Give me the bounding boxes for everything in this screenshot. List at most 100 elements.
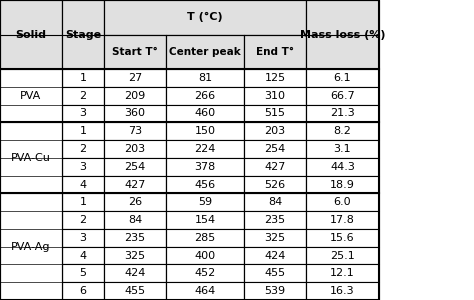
Text: 3.1: 3.1	[334, 144, 351, 154]
Bar	[0, 194, 62, 300]
Text: 6.0: 6.0	[334, 197, 351, 207]
Bar	[244, 265, 306, 282]
Text: Stage: Stage	[65, 29, 101, 40]
Bar	[104, 282, 166, 300]
Bar	[166, 158, 244, 176]
Text: 15.6: 15.6	[330, 233, 355, 243]
Text: 254: 254	[264, 144, 285, 154]
Bar	[62, 211, 104, 229]
Text: 27: 27	[128, 73, 142, 83]
Text: 2: 2	[79, 144, 87, 154]
Text: 8.2: 8.2	[334, 126, 351, 136]
Bar	[306, 211, 379, 229]
Text: Mass loss (%): Mass loss (%)	[300, 29, 385, 40]
Bar	[306, 69, 379, 87]
Bar	[166, 247, 244, 265]
Text: 17.8: 17.8	[330, 215, 355, 225]
Text: Center peak: Center peak	[169, 47, 241, 57]
Bar	[306, 104, 379, 122]
Text: 3: 3	[80, 233, 86, 243]
Text: PVA-Cu: PVA-Cu	[11, 153, 51, 163]
Text: 456: 456	[194, 179, 216, 190]
Text: 235: 235	[125, 233, 146, 243]
Text: 6: 6	[80, 286, 86, 296]
Bar	[166, 34, 244, 69]
Text: 66.7: 66.7	[330, 91, 355, 101]
Bar	[166, 265, 244, 282]
Bar	[104, 0, 306, 34]
Bar	[62, 229, 104, 247]
Bar	[306, 0, 379, 69]
Text: 81: 81	[198, 73, 212, 83]
Bar	[104, 229, 166, 247]
Bar	[306, 140, 379, 158]
Bar	[104, 104, 166, 122]
Text: 526: 526	[264, 179, 285, 190]
Bar	[104, 140, 166, 158]
Bar	[0, 0, 62, 69]
Text: 84: 84	[268, 197, 282, 207]
Bar	[244, 229, 306, 247]
Bar	[62, 176, 104, 194]
Text: T (°C): T (°C)	[187, 12, 223, 22]
Text: 5: 5	[80, 268, 86, 278]
Bar	[244, 282, 306, 300]
Bar	[104, 87, 166, 104]
Bar	[166, 87, 244, 104]
Text: PVA-Ag: PVA-Ag	[11, 242, 51, 252]
Bar	[62, 158, 104, 176]
Bar	[306, 87, 379, 104]
Text: 452: 452	[194, 268, 216, 278]
Text: 2: 2	[79, 91, 87, 101]
Text: 21.3: 21.3	[330, 108, 355, 118]
Text: 18.9: 18.9	[330, 179, 355, 190]
Bar	[62, 194, 104, 211]
Bar	[244, 158, 306, 176]
Text: 4: 4	[79, 179, 87, 190]
Bar	[104, 158, 166, 176]
Bar	[244, 176, 306, 194]
Bar	[104, 34, 166, 69]
Text: Solid: Solid	[15, 29, 46, 40]
Bar	[306, 229, 379, 247]
Bar	[306, 282, 379, 300]
Text: 378: 378	[194, 162, 216, 172]
Bar	[62, 69, 104, 87]
Bar	[62, 282, 104, 300]
Bar	[62, 140, 104, 158]
Bar	[104, 265, 166, 282]
Text: 125: 125	[264, 73, 285, 83]
Text: 464: 464	[194, 286, 216, 296]
Bar	[244, 69, 306, 87]
Text: 26: 26	[128, 197, 142, 207]
Bar	[166, 69, 244, 87]
Text: 203: 203	[125, 144, 146, 154]
Bar	[244, 140, 306, 158]
Bar	[104, 194, 166, 211]
Text: PVA: PVA	[20, 91, 41, 101]
Text: 360: 360	[125, 108, 146, 118]
Bar	[62, 104, 104, 122]
Text: 59: 59	[198, 197, 212, 207]
Text: 224: 224	[194, 144, 216, 154]
Bar	[104, 122, 166, 140]
Bar	[62, 0, 104, 69]
Bar	[306, 247, 379, 265]
Text: 84: 84	[128, 215, 142, 225]
Text: 1: 1	[80, 197, 86, 207]
Text: 266: 266	[194, 91, 216, 101]
Bar	[306, 194, 379, 211]
Text: 73: 73	[128, 126, 142, 136]
Text: 4: 4	[79, 250, 87, 261]
Text: 539: 539	[264, 286, 285, 296]
Bar	[104, 176, 166, 194]
Bar	[306, 176, 379, 194]
Bar	[104, 211, 166, 229]
Text: 1: 1	[80, 73, 86, 83]
Text: 2: 2	[79, 215, 87, 225]
Text: 6.1: 6.1	[334, 73, 351, 83]
Text: 455: 455	[264, 268, 285, 278]
Text: 209: 209	[125, 91, 146, 101]
Bar	[244, 211, 306, 229]
Text: 16.3: 16.3	[330, 286, 355, 296]
